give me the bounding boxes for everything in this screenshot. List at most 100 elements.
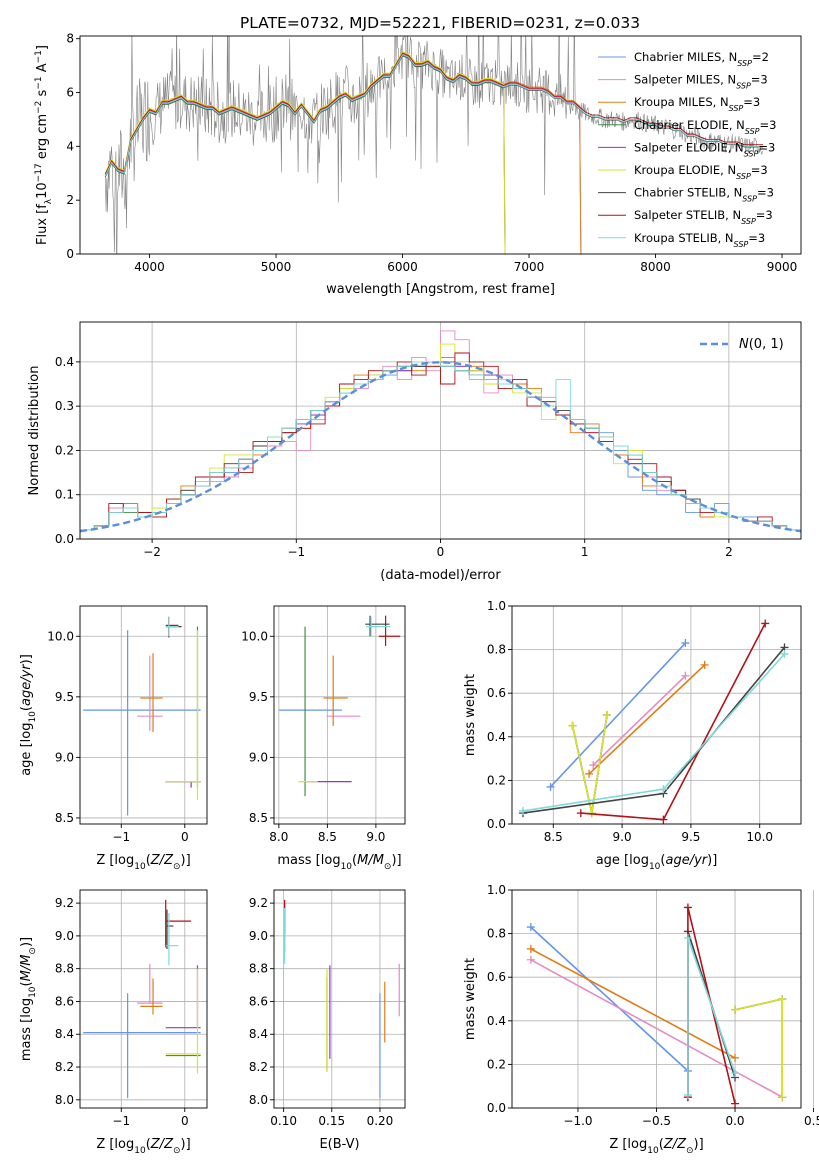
series-line-chabrier-stelib	[522, 646, 786, 814]
x-tick-label: 9.0	[366, 830, 385, 844]
series-point-kroupa-elodie	[778, 1093, 787, 1102]
series-line-chabrier-miles	[549, 642, 686, 788]
y-tick-label: 0.8	[487, 927, 506, 941]
errorbar-salpeter-stelib	[165, 899, 192, 948]
x-tick-label: 0.0	[725, 1114, 744, 1128]
series-point-salpeter-stelib	[761, 619, 770, 628]
errorbar-salpeter-miles	[137, 655, 163, 731]
series-point-salpeter-stelib	[731, 1099, 740, 1108]
model-fit-salpeter-stelib	[104, 52, 764, 175]
y-tick-label: 9.2	[55, 896, 74, 910]
legend-spectrum: Chabrier MILES, NSSP=2 Salpeter MILES, NS…	[598, 50, 776, 248]
x-axis-label-age-vs-z: Z [log10(Z/Z⊙)]	[96, 853, 190, 872]
y-axis-label-weight-vs-z: mass weight	[463, 958, 478, 1040]
axes-frame	[79, 889, 208, 1109]
plot-area-residuals	[80, 330, 801, 539]
series-kroupa-miles	[585, 660, 709, 778]
series-kroupa-miles	[526, 944, 740, 1062]
series-salpeter-miles	[589, 671, 690, 770]
y-tick-label: 9.0	[249, 750, 268, 764]
x-axis-label-weight-vs-age: age [log10(age/yr)]	[596, 853, 718, 872]
series-point-kroupa-stelib	[659, 785, 668, 794]
y-tick-label: 0.2	[487, 773, 506, 787]
axes-frame	[79, 605, 208, 825]
axes-frame	[79, 35, 802, 255]
y-tick-label: 8.2	[249, 1060, 268, 1074]
x-tick-label: −1	[112, 1114, 130, 1128]
frame-age-vs-mass: 8.0 8.5 9.08.59.09.510.0	[241, 605, 406, 844]
x-tick-label: 8000	[640, 260, 671, 274]
y-tick-label: 10.0	[241, 629, 268, 643]
y-tick-label: 8.4	[249, 1027, 268, 1041]
series-chabrier-stelib	[683, 927, 740, 1102]
y-tick-label: 8.2	[55, 1060, 74, 1074]
x-tick-label: 9.0	[613, 830, 632, 844]
legend-label-salpeter-elodie: Salpeter ELODIE, NSSP=3	[634, 140, 775, 158]
frame-spectrum: 4000 5000 6000 7000 8000 9000 0 2 4 6 8	[66, 32, 802, 274]
errorbar-salpeter-elodie	[165, 781, 201, 788]
y-axis-label-age-vs-z: age [log10(age/yr)]	[19, 654, 38, 776]
plot-area-age-vs-z	[83, 616, 201, 816]
axes-age-vs-mass: 8.0 8.5 9.08.59.09.510.0	[241, 605, 406, 844]
x-tick-label: 2	[725, 545, 733, 559]
plot-area-weight-vs-z	[526, 903, 787, 1108]
series-point-kroupa-stelib	[731, 1069, 740, 1078]
x-tick-label: 4000	[134, 260, 165, 274]
x-tick-label: 6000	[387, 260, 418, 274]
series-point-kroupa-elodie	[731, 1005, 740, 1014]
legend-label-chabrier-stelib: Chabrier STELIB, NSSP=3	[634, 186, 774, 204]
x-axis-label-mass-vs-z: Z [log10(Z/Z⊙)]	[96, 1137, 190, 1156]
legend-label-chabrier-elodie: Chabrier ELODIE, NSSP=3	[634, 118, 776, 136]
frame-mass-vs-z: −1 0 8.0 8.2 8.4 8.6 8.8 9.0 9.2	[55, 889, 208, 1128]
legend-label-salpeter-stelib: Salpeter STELIB, NSSP=3	[634, 208, 773, 226]
histogram-kroupa-stelib	[80, 361, 801, 539]
series-line-salpeter-miles	[530, 959, 783, 1098]
x-axis-label-mass-vs-ebv: E(B-V)	[319, 1137, 359, 1152]
axes-frame	[273, 605, 406, 825]
series-line-salpeter-elodie	[734, 997, 783, 1098]
x-tick-label: 0	[181, 830, 189, 844]
x-tick-label: 0.5	[804, 1114, 819, 1128]
y-tick-label: 8.6	[249, 994, 268, 1008]
series-chabrier-miles	[526, 923, 692, 1075]
series-line-kroupa-miles	[530, 948, 736, 1059]
y-tick-label: 0.6	[487, 970, 506, 984]
series-point-kroupa-stelib	[519, 806, 528, 815]
x-tick-label: 0.20	[367, 1114, 394, 1128]
y-tick-label: 0.0	[487, 1101, 506, 1115]
x-tick-label: −2	[143, 545, 161, 559]
y-axis-label-mass-vs-z: mass [log10(M/M⊙)]	[19, 937, 38, 1061]
model-fit-kroupa-elodie	[104, 51, 506, 254]
series-point-kroupa-stelib	[683, 1090, 692, 1099]
errorbar-salpeter-elodie	[165, 965, 201, 1029]
frame-age-vs-z: −1 0 8.5 9.0 9.5 10.0	[47, 605, 208, 844]
series-salpeter-elodie	[731, 995, 787, 1102]
series-point-kroupa-elodie	[568, 721, 577, 730]
model-fit-kroupa-stelib	[104, 54, 764, 177]
y-tick-label: 6	[66, 86, 74, 100]
x-tick-label: 1	[581, 545, 589, 559]
x-tick-label: 7000	[514, 260, 545, 274]
errorbar-chabrier-miles	[83, 630, 201, 816]
series-kroupa-stelib	[519, 649, 789, 815]
legend-label-chabrier-miles: Chabrier MILES, NSSP=2	[634, 50, 769, 68]
series-point-kroupa-miles	[700, 660, 709, 669]
series-point-chabrier-miles	[526, 923, 535, 932]
axes-mass-vs-z: −1 0 8.0 8.2 8.4 8.6 8.8 9.0 9.2	[55, 889, 208, 1128]
series-salpeter-stelib	[576, 619, 770, 824]
series-line-chabrier-elodie	[734, 997, 783, 1098]
x-tick-label: 8.5	[318, 830, 337, 844]
plot-area-age-vs-mass	[278, 615, 401, 797]
errorbar-kroupa-miles	[323, 655, 348, 726]
series-point-salpeter-miles	[681, 671, 690, 680]
x-tick-label: 8.5	[544, 830, 563, 844]
x-tick-label: 0.15	[318, 1114, 345, 1128]
y-tick-label: 0.6	[487, 686, 506, 700]
series-point-kroupa-miles	[585, 769, 594, 778]
y-tick-label: 0.3	[55, 399, 74, 413]
y-tick-label: 2	[66, 193, 74, 207]
errorbar-kroupa-elodie	[165, 968, 201, 1074]
plot-area-mass-vs-z	[83, 899, 201, 1099]
x-tick-label: 8.0	[269, 830, 288, 844]
